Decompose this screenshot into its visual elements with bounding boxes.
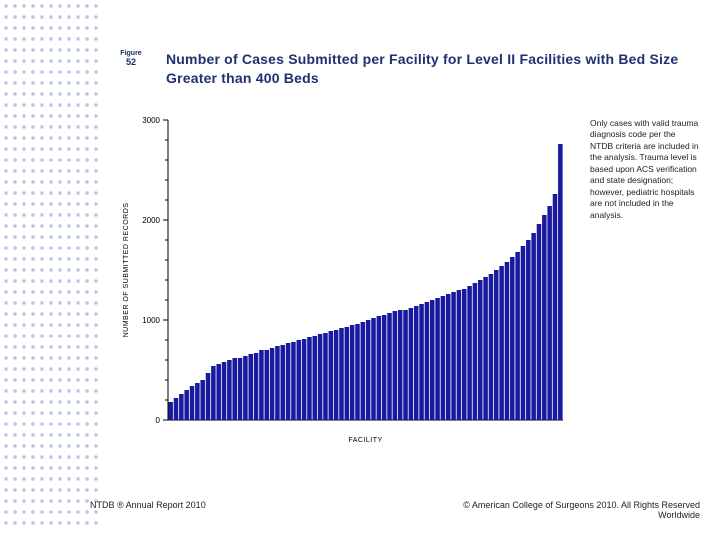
header: Figure 52 Number of Cases Submitted per … — [110, 50, 696, 88]
figure-number: 52 — [110, 57, 152, 67]
svg-text:NUMBER OF SUBMITTED RECORDS: NUMBER OF SUBMITTED RECORDS — [123, 203, 130, 338]
side-note: Only cases with valid trauma diagnosis c… — [590, 118, 700, 221]
footer-left: NTDB ® Annual Report 2010 — [90, 500, 206, 520]
figure-label: Figure — [110, 50, 152, 57]
chart-container: 0 1000 2000 3000 FACILITY NUMBER OF SUBMITTED… — [110, 110, 580, 460]
svg-text:0: 0 — [156, 416, 161, 425]
svg-text:2000: 2000 — [142, 216, 160, 225]
dot-grid — [0, 0, 100, 540]
svg-text:3000: 3000 — [142, 116, 160, 125]
slide: Figure 52 Number of Cases Submitted per … — [0, 0, 720, 540]
bar-chart: 0 1000 2000 3000 FACILITY NUMBER OF SUBMITTED… — [110, 110, 580, 460]
footer: NTDB ® Annual Report 2010 © American Col… — [90, 500, 700, 520]
svg-text:1000: 1000 — [142, 316, 160, 325]
footer-right: © American College of Surgeons 2010. All… — [440, 500, 700, 520]
svg-text:FACILITY: FACILITY — [348, 437, 382, 444]
page-title: Number of Cases Submitted per Facility f… — [166, 50, 696, 88]
decorative-dot-column — [0, 0, 100, 540]
figure-number-box: Figure 52 — [110, 50, 152, 67]
